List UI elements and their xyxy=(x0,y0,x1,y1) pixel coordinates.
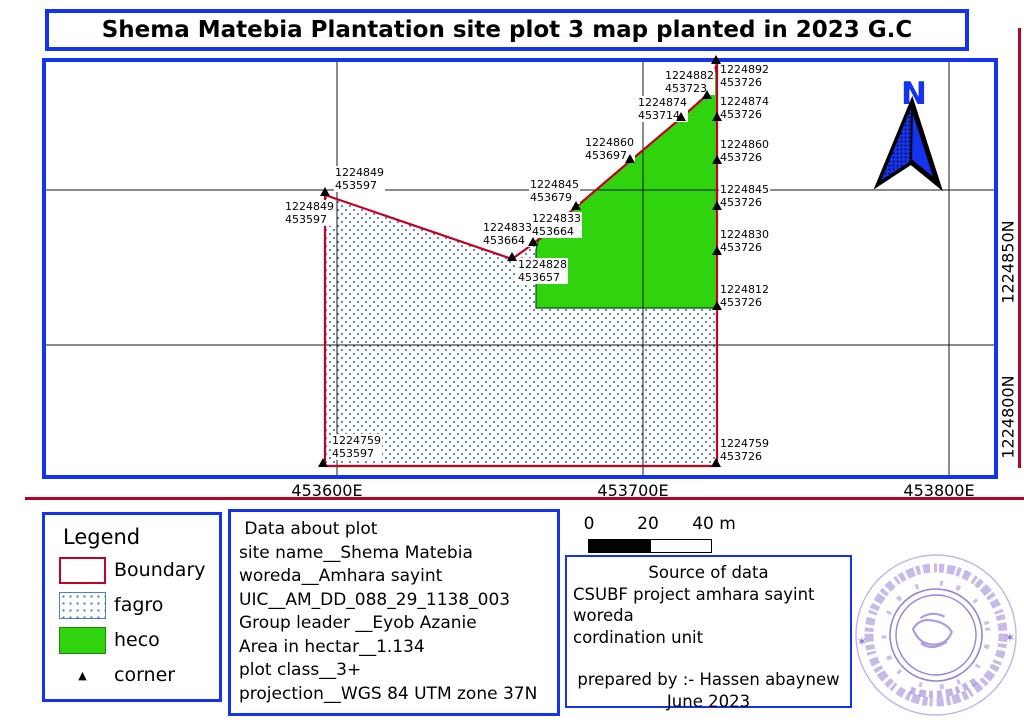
source-line: cordination unit xyxy=(573,627,704,647)
title-box: Shema Matebia Plantation site plot 3 map… xyxy=(45,9,969,51)
legend-items: Boundary fagro heco ▲ corner xyxy=(45,556,219,689)
scalebar-empty-segment xyxy=(650,540,711,552)
source-line: prepared by :- Hassen abaynew xyxy=(577,670,840,689)
north-arrow-icon: N xyxy=(873,76,943,192)
separator-line xyxy=(25,497,1024,500)
plot-info-line: Group leader __Eyob Azanie xyxy=(239,613,477,633)
x-axis-label: 453700E xyxy=(597,481,669,500)
legend-swatch-corner: ▲ xyxy=(78,668,87,682)
corner-coordinate-label: 1224759 453726 xyxy=(719,437,770,463)
source-line xyxy=(573,648,844,669)
corner-marker-icon xyxy=(711,458,721,467)
corner-marker-icon xyxy=(712,246,722,255)
scalebar-tick-label: 40 m xyxy=(692,514,736,534)
corner-coordinate-label: 1224874 453726 xyxy=(719,95,770,121)
corner-coordinate-label: 1224759 453597 xyxy=(331,434,382,460)
north-arrow-left-half xyxy=(876,102,913,186)
corner-marker-icon xyxy=(711,55,721,64)
corner-marker-icon xyxy=(625,154,635,163)
corner-marker-icon xyxy=(318,458,328,467)
corner-coordinate-label: 1224882 453723 xyxy=(664,69,715,95)
corner-coordinate-label: 1224812 453726 xyxy=(719,283,770,309)
plot-info-box: Data about plot site name__Shema Matebia w… xyxy=(228,509,560,716)
corner-marker-icon xyxy=(712,155,722,164)
corner-coordinate-label: 1224874 453714 xyxy=(637,96,688,122)
legend-item-Boundary: Boundary xyxy=(59,556,219,584)
legend-item-heco: heco xyxy=(59,626,219,654)
corner-coordinate-label: 1224830 453726 xyxy=(719,228,770,254)
corner-coordinate-label: 1224892 453726 xyxy=(719,63,770,89)
page-title: Shema Matebia Plantation site plot 3 map… xyxy=(101,17,913,43)
stamp-star-right: ✶ xyxy=(1005,631,1016,646)
source-line: June 2023 xyxy=(666,691,751,711)
corner-coordinate-label: 1224845 453726 xyxy=(719,183,770,209)
corner-coordinate-label: 1224833 453664 xyxy=(531,212,582,238)
graticule-grid xyxy=(42,58,998,479)
corner-coordinate-label: 1224860 453697 xyxy=(584,136,635,162)
legend-label: heco xyxy=(114,629,160,651)
scalebar xyxy=(588,539,712,553)
corner-marker-icon xyxy=(712,201,722,210)
corner-marker-icon xyxy=(676,112,686,121)
corner-coordinate-label: 1224849 453597 xyxy=(334,166,385,192)
corner-marker-icon xyxy=(712,301,722,310)
plot-info-line: woreda__Amhara sayint xyxy=(239,566,443,586)
plot-info-line: UIC__AM_DD_088_29_1138_003 xyxy=(239,589,511,610)
scalebar-tick-label: 0 xyxy=(583,514,595,534)
legend-label: corner xyxy=(114,664,176,686)
plot-info-line: projection__WGS 84 UTM zone 37N xyxy=(239,683,538,704)
corner-marker-icon xyxy=(320,187,330,196)
x-axis-label: 453800E xyxy=(903,481,975,500)
x-axis-label: 453600E xyxy=(291,481,363,500)
corner-marker-icon xyxy=(712,112,722,121)
corner-coordinate-label: 1224849 453597 xyxy=(284,200,335,226)
right-border-line xyxy=(1018,28,1021,468)
legend-swatch-fagro xyxy=(59,591,106,619)
stamp-star-left: ✶ xyxy=(857,635,868,650)
corner-coordinate-label: 1224845 453679 xyxy=(529,178,580,204)
legend-swatch-boundary xyxy=(59,556,106,584)
corner-coordinate-label: 1224860 453726 xyxy=(719,138,770,164)
plot-info-line: Area in hectar__1.134 xyxy=(239,636,425,657)
scalebar-filled-segment xyxy=(589,540,650,552)
corner-coordinate-label: 1224833 453664 xyxy=(482,221,533,247)
source-box: Source of data CSUBF project amhara sayin… xyxy=(565,555,852,711)
official-ink-stamp: ✶ ✶ xyxy=(855,554,1017,716)
legend-label: Boundary xyxy=(114,559,206,581)
legend-box: Legend Boundary fagro heco ▲ corner xyxy=(42,512,222,702)
legend-item-corner: ▲ corner xyxy=(59,661,219,689)
y-axis-label: 1224850N xyxy=(998,220,1018,304)
corner-marker-icon xyxy=(507,252,517,261)
source-line: Source of data xyxy=(648,563,769,582)
legend-item-fagro: fagro xyxy=(59,591,219,619)
corner-coordinate-label: 1224828 453657 xyxy=(517,258,568,284)
y-axis-label: 1224800N xyxy=(998,375,1018,459)
plot-info-line: site name__Shema Matebia xyxy=(239,542,473,563)
legend-title: Legend xyxy=(63,525,141,549)
corner-marker-icon xyxy=(571,201,581,210)
corner-marker-icon xyxy=(702,90,712,99)
source-line: CSUBF project amhara sayint woreda xyxy=(573,584,815,626)
corner-marker-icon xyxy=(528,237,538,246)
plot-info-line: plot class__3+ xyxy=(239,660,362,680)
legend-swatch-heco xyxy=(59,626,106,654)
plot-info-line: Data about plot xyxy=(239,519,378,539)
legend-label: fagro xyxy=(114,594,164,616)
scalebar-tick-label: 20 xyxy=(637,514,659,534)
